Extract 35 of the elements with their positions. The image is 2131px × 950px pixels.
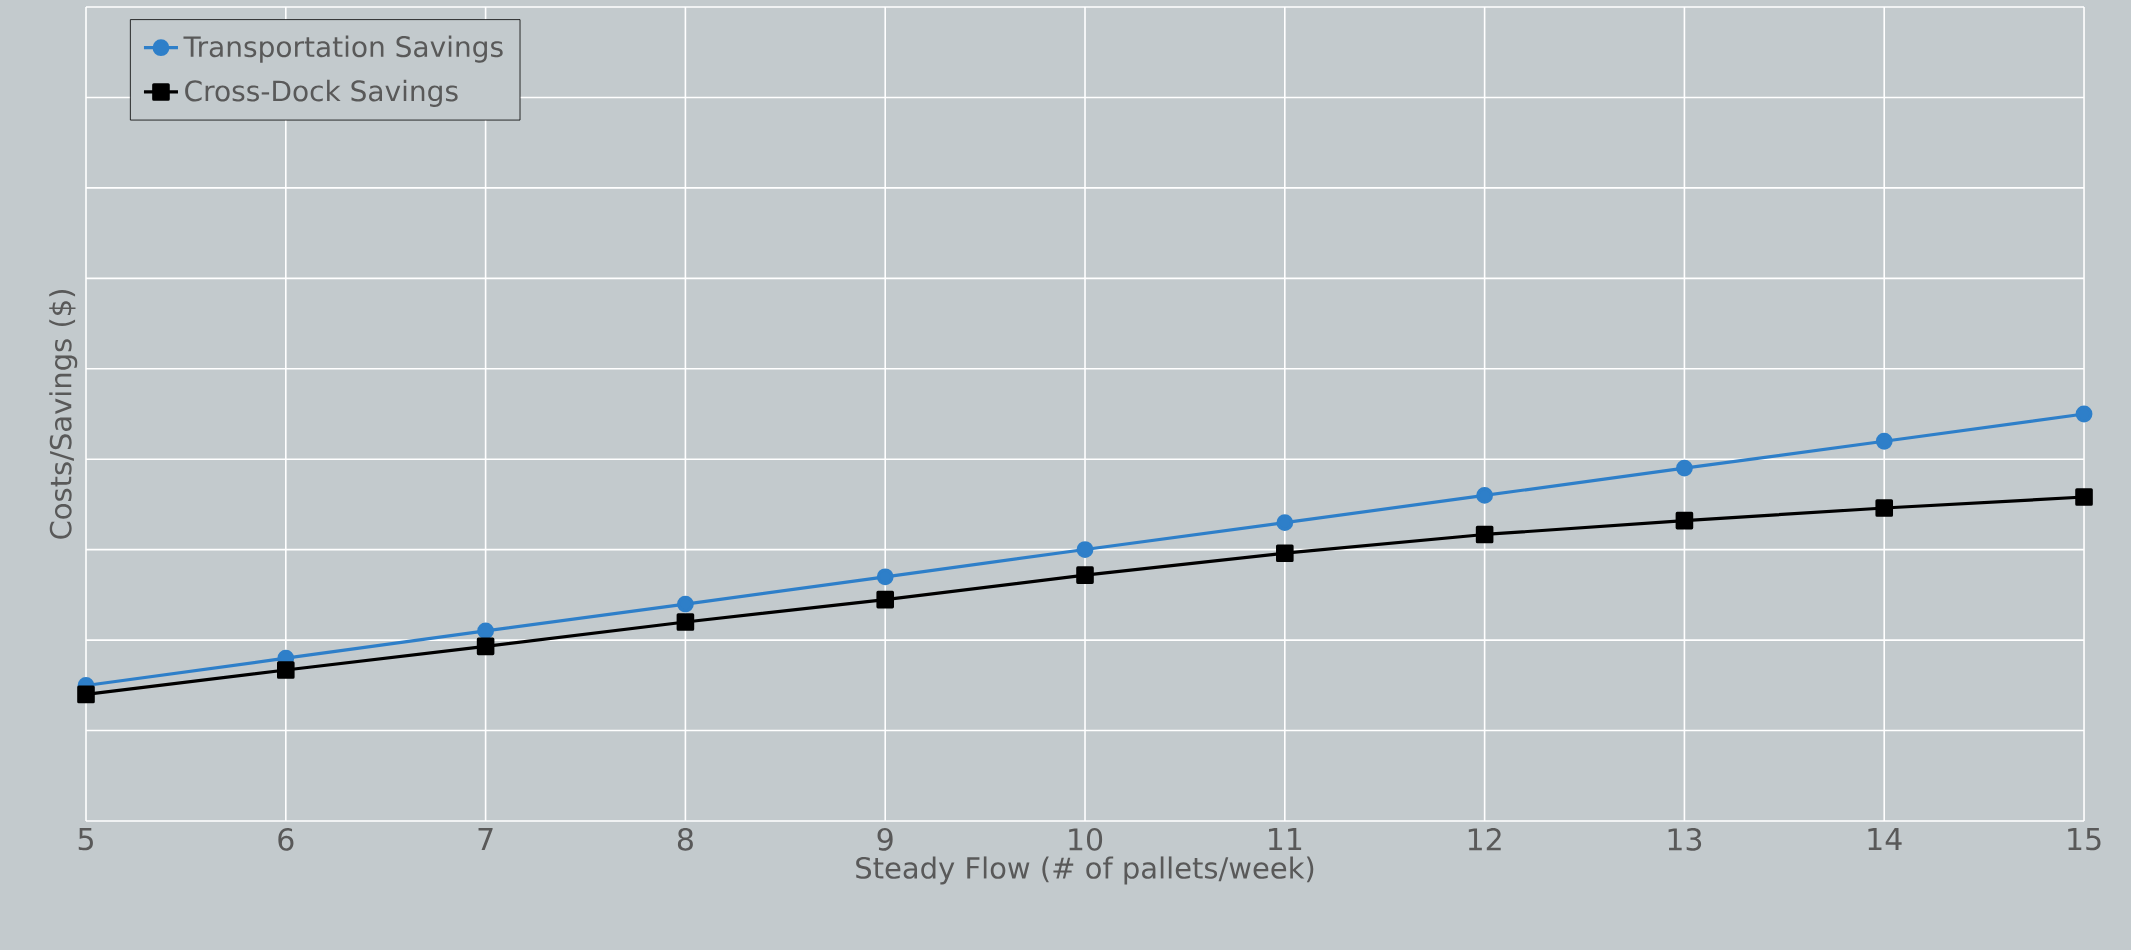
- point: [1276, 514, 1294, 532]
- point: [677, 595, 694, 613]
- point: [1476, 487, 1494, 504]
- point: [277, 661, 295, 679]
- legend-label: Cross-Dock Savings: [185, 79, 458, 107]
- point: [1875, 432, 1893, 450]
- x-tick-label: 13: [1668, 828, 1702, 851]
- point: [1076, 541, 1094, 558]
- point: [676, 613, 695, 631]
- x-tick-label: 10: [1069, 828, 1103, 851]
- point: [476, 637, 495, 656]
- x-tick-label: 6: [278, 828, 294, 851]
- x-axis-title: Steady Flow (# of pallets/week): [856, 856, 1314, 885]
- x-tick-label: 14: [1868, 828, 1902, 850]
- point: [1675, 511, 1694, 530]
- point: [2075, 405, 2093, 423]
- x-tick-label: 12: [1468, 828, 1501, 851]
- x-tick-label: 7: [478, 828, 493, 850]
- point: [1076, 566, 1094, 584]
- point: [477, 622, 495, 640]
- point: [2075, 488, 2093, 506]
- point: [876, 568, 894, 586]
- point: [1276, 544, 1294, 562]
- x-tick-label: 15: [2068, 828, 2101, 851]
- point: [1475, 525, 1494, 544]
- x-tick-label: 9: [877, 828, 893, 851]
- point: [77, 685, 95, 704]
- x-tick-label: 11: [1269, 828, 1302, 850]
- point: [1875, 499, 1894, 517]
- legend-label: Transportation Savings: [183, 35, 503, 63]
- x-tick-label: 8: [677, 828, 693, 851]
- point: [876, 590, 895, 609]
- y-axis-title: Costs/Savings ($): [49, 290, 78, 539]
- point: [1676, 459, 1693, 477]
- x-tick-label: 5: [78, 828, 93, 851]
